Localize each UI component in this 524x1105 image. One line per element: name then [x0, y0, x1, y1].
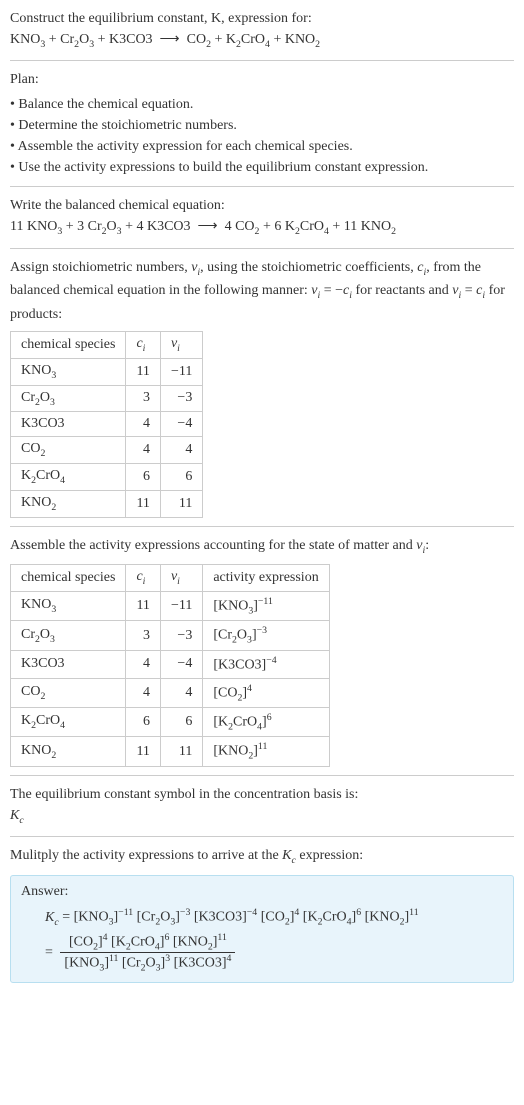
table-cell: [K3CO3]−4	[203, 650, 329, 678]
table-cell: 6	[160, 464, 202, 491]
table-cell: KNO2	[11, 490, 126, 517]
table-cell: K3CO3	[11, 412, 126, 437]
stoich-table-1: chemical species ci νi KNO311−11 Cr2O33−…	[10, 331, 203, 518]
divider	[10, 526, 514, 527]
table-cell: 11	[126, 737, 160, 766]
table-row: K3CO34−4	[11, 412, 203, 437]
table-cell: CO2	[11, 437, 126, 464]
plan-list: Balance the chemical equation. Determine…	[10, 94, 514, 178]
eqsymbol-text: The equilibrium constant symbol in the c…	[10, 784, 514, 805]
table-row: KNO311−11[KNO3]−11	[11, 592, 330, 621]
table-cell: 4	[126, 650, 160, 678]
table-cell: 6	[126, 464, 160, 491]
plan-item: Determine the stoichiometric numbers.	[10, 115, 514, 136]
plan-title: Plan:	[10, 69, 514, 90]
assign-section: Assign stoichiometric numbers, νi, using…	[10, 257, 514, 518]
table-cell: 11	[126, 490, 160, 517]
table-cell: K3CO3	[11, 650, 126, 678]
table-cell: KNO2	[11, 737, 126, 766]
table-header-row: chemical species ci νi	[11, 331, 203, 358]
intro-equation: KNO3 + Cr2O3 + K3CO3 ⟶ CO2 + K2CrO4 + KN…	[10, 29, 514, 52]
table-cell: [KNO2]11	[203, 737, 329, 766]
assemble-section: Assemble the activity expressions accoun…	[10, 535, 514, 767]
plan-item: Assemble the activity expression for eac…	[10, 136, 514, 157]
table-row: KNO21111[KNO2]11	[11, 737, 330, 766]
table-cell: 11	[160, 490, 202, 517]
divider	[10, 60, 514, 61]
table-cell: CO2	[11, 678, 126, 707]
balanced-section: Write the balanced chemical equation: 11…	[10, 195, 514, 239]
divider	[10, 775, 514, 776]
table-cell: 4	[160, 678, 202, 707]
table-cell: −11	[160, 592, 202, 621]
stoich-table-2: chemical species ci νi activity expressi…	[10, 564, 330, 767]
divider	[10, 248, 514, 249]
table-cell: K2CrO4	[11, 464, 126, 491]
table-cell: [KNO3]−11	[203, 592, 329, 621]
table-cell: 6	[160, 708, 202, 737]
assign-text: Assign stoichiometric numbers, νi, using…	[10, 257, 514, 325]
divider	[10, 186, 514, 187]
table-cell: Cr2O3	[11, 621, 126, 650]
table-header-row: chemical species ci νi activity expressi…	[11, 565, 330, 592]
table-cell: 6	[126, 708, 160, 737]
kc-fraction: = [CO2]4 [K2CrO4]6 [KNO2]11 [KNO3]11 [Cr…	[45, 932, 503, 974]
plan-section: Plan: Balance the chemical equation. Det…	[10, 69, 514, 178]
table-cell: Cr2O3	[11, 385, 126, 412]
table-cell: −4	[160, 650, 202, 678]
table-row: K2CrO466[K2CrO4]6	[11, 708, 330, 737]
assemble-text: Assemble the activity expressions accoun…	[10, 535, 514, 558]
table-cell: −4	[160, 412, 202, 437]
table-cell: KNO3	[11, 592, 126, 621]
answer-label: Answer:	[21, 884, 503, 900]
table-row: Cr2O33−3	[11, 385, 203, 412]
answer-box: Answer: Kc = [KNO3]−11 [Cr2O3]−3 [K3CO3]…	[10, 875, 514, 983]
intro-line1: Construct the equilibrium constant, K, e…	[10, 8, 514, 29]
table-cell: 11	[126, 592, 160, 621]
table-header: νi	[160, 565, 202, 592]
table-header: activity expression	[203, 565, 329, 592]
table-row: Cr2O33−3[Cr2O3]−3	[11, 621, 330, 650]
table-header: νi	[160, 331, 202, 358]
kc-expression: Kc = [KNO3]−11 [Cr2O3]−3 [K3CO3]−4 [CO2]…	[45, 904, 503, 932]
eqsymbol-kc: Kc	[10, 805, 514, 828]
balanced-title: Write the balanced chemical equation:	[10, 195, 514, 216]
eqsymbol-section: The equilibrium constant symbol in the c…	[10, 784, 514, 828]
table-cell: K2CrO4	[11, 708, 126, 737]
table-header: chemical species	[11, 331, 126, 358]
table-cell: 3	[126, 385, 160, 412]
table-header: chemical species	[11, 565, 126, 592]
table-row: K2CrO466	[11, 464, 203, 491]
multiply-text: Mulitply the activity expressions to arr…	[10, 845, 514, 868]
table-cell: 4	[126, 412, 160, 437]
table-row: CO244[CO2]4	[11, 678, 330, 707]
table-cell: 11	[126, 358, 160, 385]
table-cell: [K2CrO4]6	[203, 708, 329, 737]
divider	[10, 836, 514, 837]
balanced-equation: 11 KNO3 + 3 Cr2O3 + 4 K3CO3 ⟶ 4 CO2 + 6 …	[10, 216, 514, 239]
table-cell: −3	[160, 385, 202, 412]
table-cell: −3	[160, 621, 202, 650]
table-row: KNO311−11	[11, 358, 203, 385]
table-cell: KNO3	[11, 358, 126, 385]
table-cell: 11	[160, 737, 202, 766]
plan-item: Use the activity expressions to build th…	[10, 157, 514, 178]
table-cell: −11	[160, 358, 202, 385]
table-cell: [CO2]4	[203, 678, 329, 707]
table-row: KNO21111	[11, 490, 203, 517]
table-header: ci	[126, 565, 160, 592]
table-row: CO244	[11, 437, 203, 464]
table-cell: 4	[160, 437, 202, 464]
intro-section: Construct the equilibrium constant, K, e…	[10, 8, 514, 52]
table-header: ci	[126, 331, 160, 358]
table-cell: [Cr2O3]−3	[203, 621, 329, 650]
multiply-section: Mulitply the activity expressions to arr…	[10, 845, 514, 982]
table-row: K3CO34−4[K3CO3]−4	[11, 650, 330, 678]
table-cell: 4	[126, 437, 160, 464]
table-cell: 3	[126, 621, 160, 650]
table-cell: 4	[126, 678, 160, 707]
plan-item: Balance the chemical equation.	[10, 94, 514, 115]
